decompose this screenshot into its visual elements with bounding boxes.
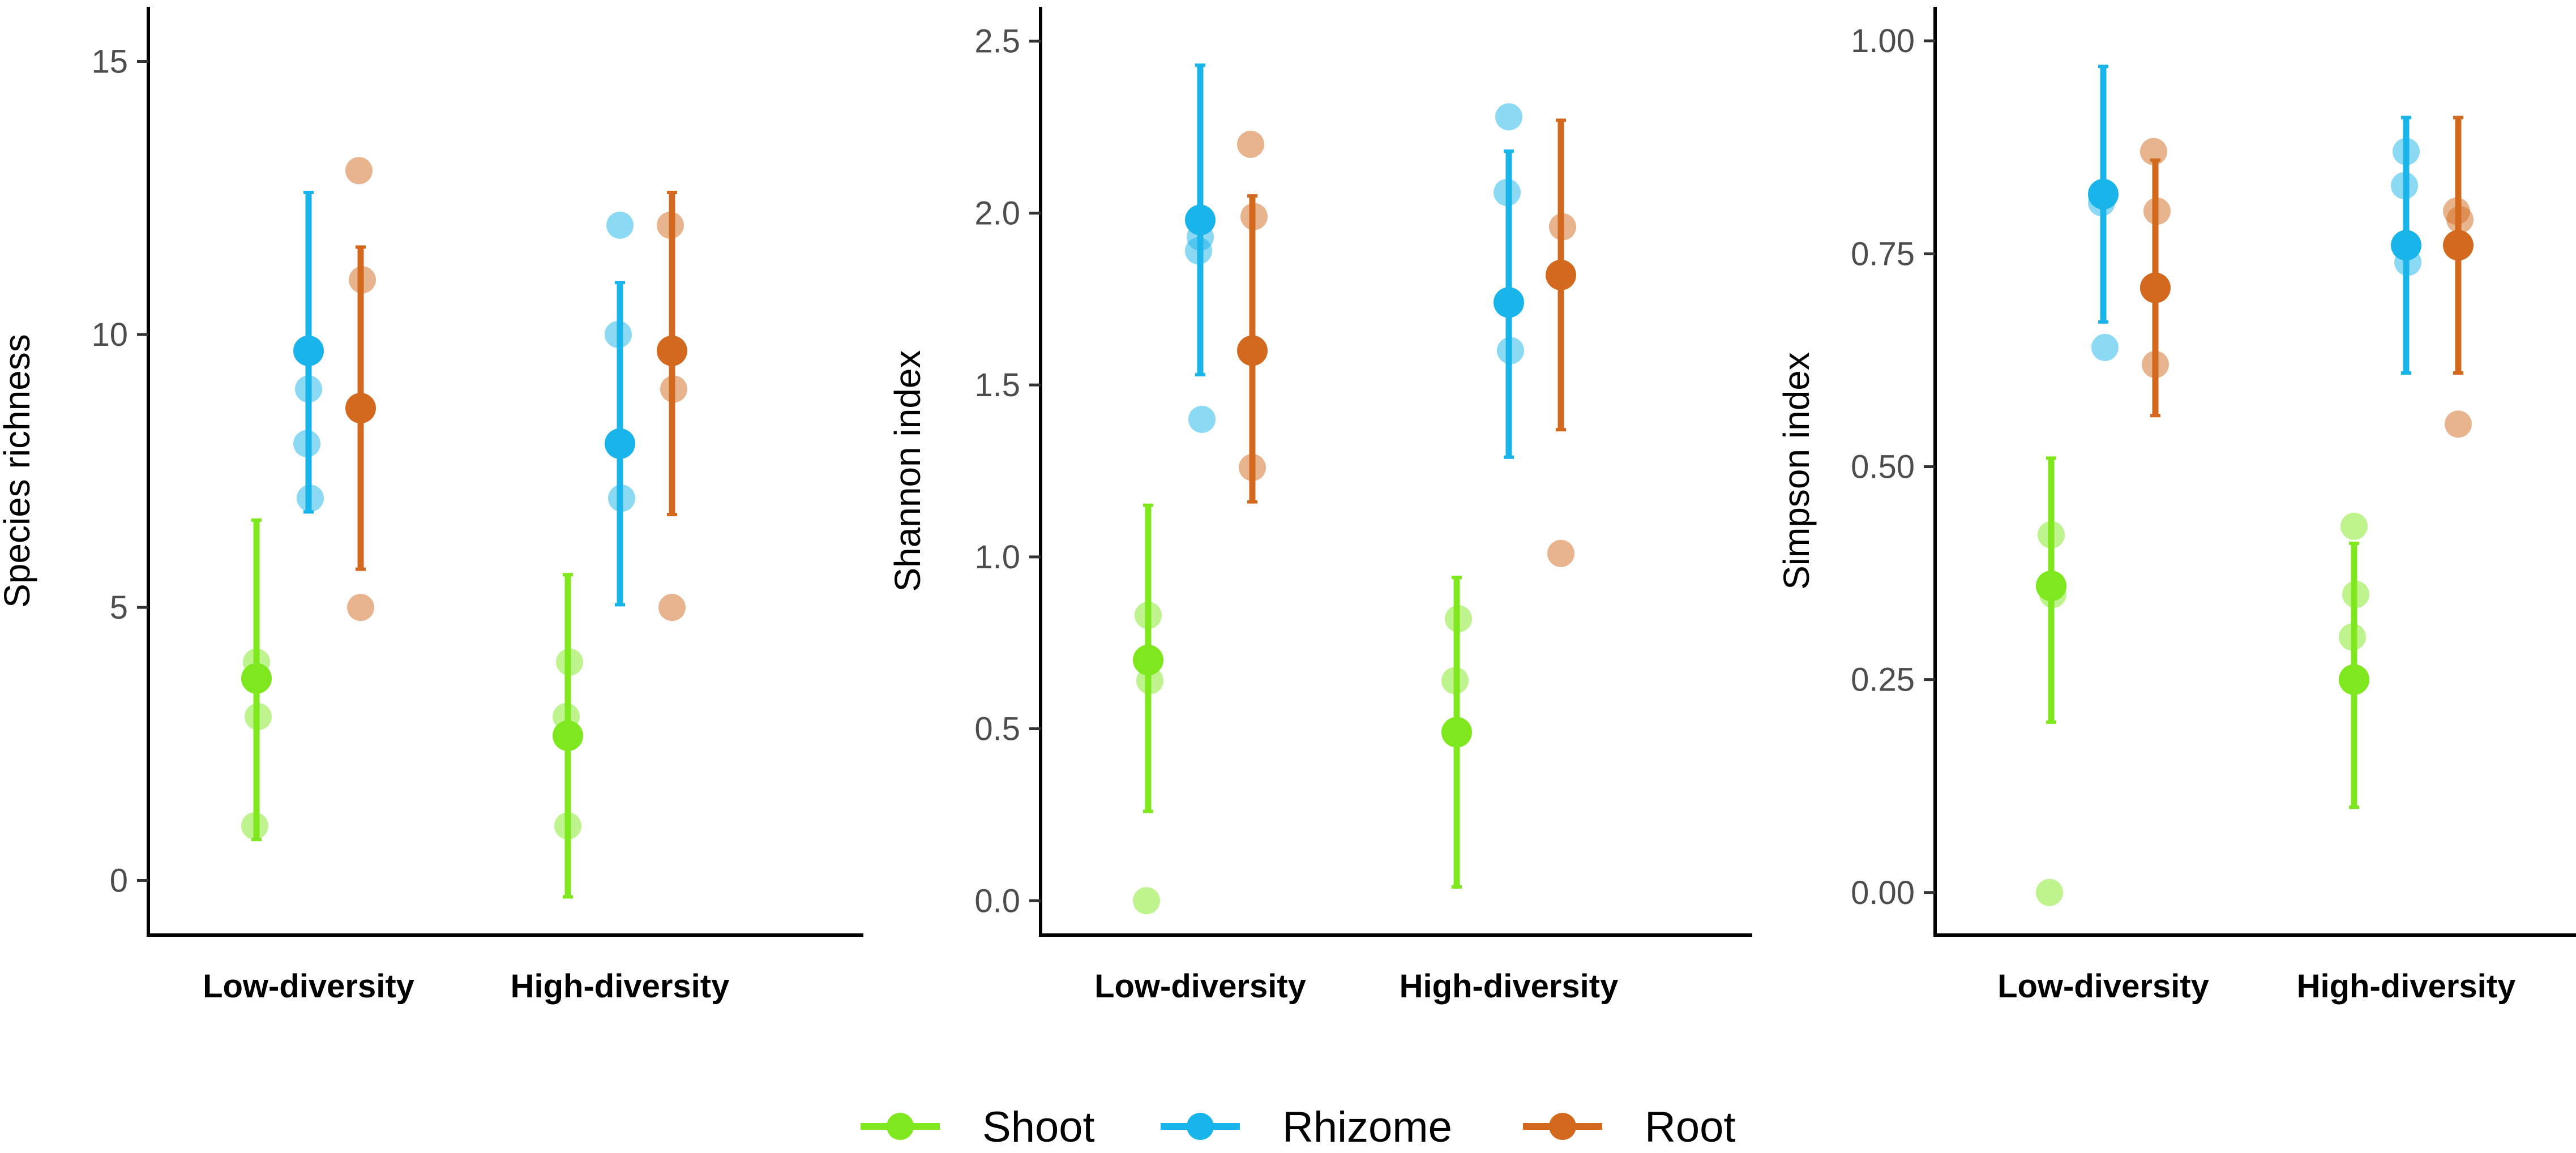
legend-rhizome-marker bbox=[1187, 1113, 1214, 1140]
legend-rhizome-label: Rhizome bbox=[1282, 1103, 1452, 1151]
x-category-label-low-diversity: Low-diversity bbox=[1997, 968, 2209, 1005]
legend-item-root: Root bbox=[1523, 1103, 1736, 1151]
series-root bbox=[2140, 115, 2474, 438]
y-tick-label: 0.25 bbox=[1851, 662, 1915, 698]
raw-point-shoot bbox=[2340, 512, 2368, 540]
raw-point-shoot bbox=[2036, 878, 2063, 906]
mean-point-root bbox=[345, 393, 376, 424]
raw-point-rhizome bbox=[1495, 103, 1522, 131]
legend-root-marker bbox=[1549, 1113, 1576, 1140]
mean-point-root bbox=[657, 335, 687, 366]
series-rhizome bbox=[293, 191, 635, 607]
y-tick-label: 0 bbox=[110, 863, 128, 899]
y-tick-label: 0.75 bbox=[1851, 235, 1915, 272]
x-category-label-high-diversity: High-diversity bbox=[1400, 968, 1619, 1005]
y-tick-label: 2.5 bbox=[974, 23, 1020, 60]
y-axis-title: Species richness bbox=[0, 334, 37, 608]
mean-point-rhizome bbox=[2088, 179, 2119, 210]
mean-point-rhizome bbox=[2391, 230, 2421, 261]
raw-point-root bbox=[658, 594, 686, 621]
y-tick-label: 1.5 bbox=[974, 367, 1020, 404]
series-root bbox=[345, 157, 687, 621]
y-tick-label: 15 bbox=[91, 43, 128, 80]
y-tick-label: 0.5 bbox=[974, 711, 1020, 748]
series-rhizome bbox=[2088, 65, 2421, 375]
raw-point-rhizome bbox=[1188, 405, 1216, 433]
mean-point-root bbox=[2140, 272, 2171, 303]
y-tick-label: 0.50 bbox=[1851, 448, 1915, 485]
chart-panels: 0 5 10 15 Species richness Low-diversity High-… bbox=[0, 7, 2576, 1005]
legend-shoot-label: Shoot bbox=[982, 1103, 1095, 1151]
mean-point-rhizome bbox=[605, 428, 635, 459]
y-tick-label: 5 bbox=[110, 589, 128, 626]
mean-point-shoot bbox=[1441, 717, 1472, 748]
mean-point-rhizome bbox=[1494, 287, 1524, 318]
panel-2: 0.0 0.5 1.0 1.5 2.0 2.5 Shannon index Low-diver… bbox=[887, 7, 1752, 1005]
panel-3: 0.00 0.25 0.50 0.75 1.00 Simpson index Low-div… bbox=[1776, 7, 2576, 1005]
mean-point-shoot bbox=[2339, 664, 2369, 695]
y-tick-label: 1.00 bbox=[1851, 23, 1915, 59]
mean-point-shoot bbox=[1133, 645, 1163, 676]
y-tick-label: 0.0 bbox=[974, 882, 1020, 919]
legend-shoot-marker bbox=[887, 1113, 914, 1140]
legend-item-shoot: Shoot bbox=[861, 1103, 1095, 1151]
mean-point-shoot bbox=[553, 720, 583, 751]
series-shoot bbox=[2036, 456, 2369, 906]
legend-item-rhizome: Rhizome bbox=[1161, 1103, 1452, 1151]
mean-point-rhizome bbox=[1185, 204, 1216, 235]
panel-1: 0 5 10 15 Species richness Low-diversity High-… bbox=[0, 7, 863, 1005]
y-tick-label: 2.0 bbox=[974, 195, 1020, 232]
y-axis-title: Simpson index bbox=[1776, 352, 1817, 590]
raw-point-root bbox=[1547, 539, 1574, 567]
raw-point-root bbox=[345, 157, 373, 185]
y-tick-label: 0.00 bbox=[1851, 875, 1915, 911]
series-rhizome bbox=[1185, 63, 1524, 459]
series-shoot bbox=[241, 518, 583, 899]
legend-root-label: Root bbox=[1645, 1103, 1736, 1151]
y-tick-label: 1.0 bbox=[974, 539, 1020, 576]
x-category-label-low-diversity: Low-diversity bbox=[1094, 968, 1306, 1005]
mean-point-root bbox=[1237, 335, 1268, 366]
mean-point-rhizome bbox=[293, 335, 324, 366]
series-root bbox=[1237, 118, 1576, 567]
raw-point-rhizome bbox=[2091, 333, 2119, 361]
y-tick-label: 10 bbox=[91, 316, 128, 353]
x-category-label-high-diversity: High-diversity bbox=[2297, 968, 2516, 1005]
x-category-label-low-diversity: Low-diversity bbox=[203, 968, 414, 1005]
raw-point-root bbox=[2140, 138, 2167, 165]
mean-point-root bbox=[2443, 230, 2474, 261]
raw-point-root bbox=[347, 594, 374, 621]
x-category-label-high-diversity: High-diversity bbox=[511, 968, 730, 1005]
raw-point-shoot bbox=[1133, 887, 1160, 915]
series-shoot bbox=[1133, 503, 1472, 915]
raw-point-root bbox=[2445, 410, 2472, 438]
legend: Shoot Rhizome Root bbox=[861, 1103, 1736, 1151]
mean-point-root bbox=[1546, 259, 1576, 290]
mean-point-shoot bbox=[2036, 571, 2066, 602]
raw-point-root bbox=[1237, 130, 1264, 158]
raw-point-rhizome bbox=[606, 211, 634, 239]
y-axis-title: Shannon index bbox=[887, 350, 928, 591]
mean-point-shoot bbox=[241, 663, 272, 694]
